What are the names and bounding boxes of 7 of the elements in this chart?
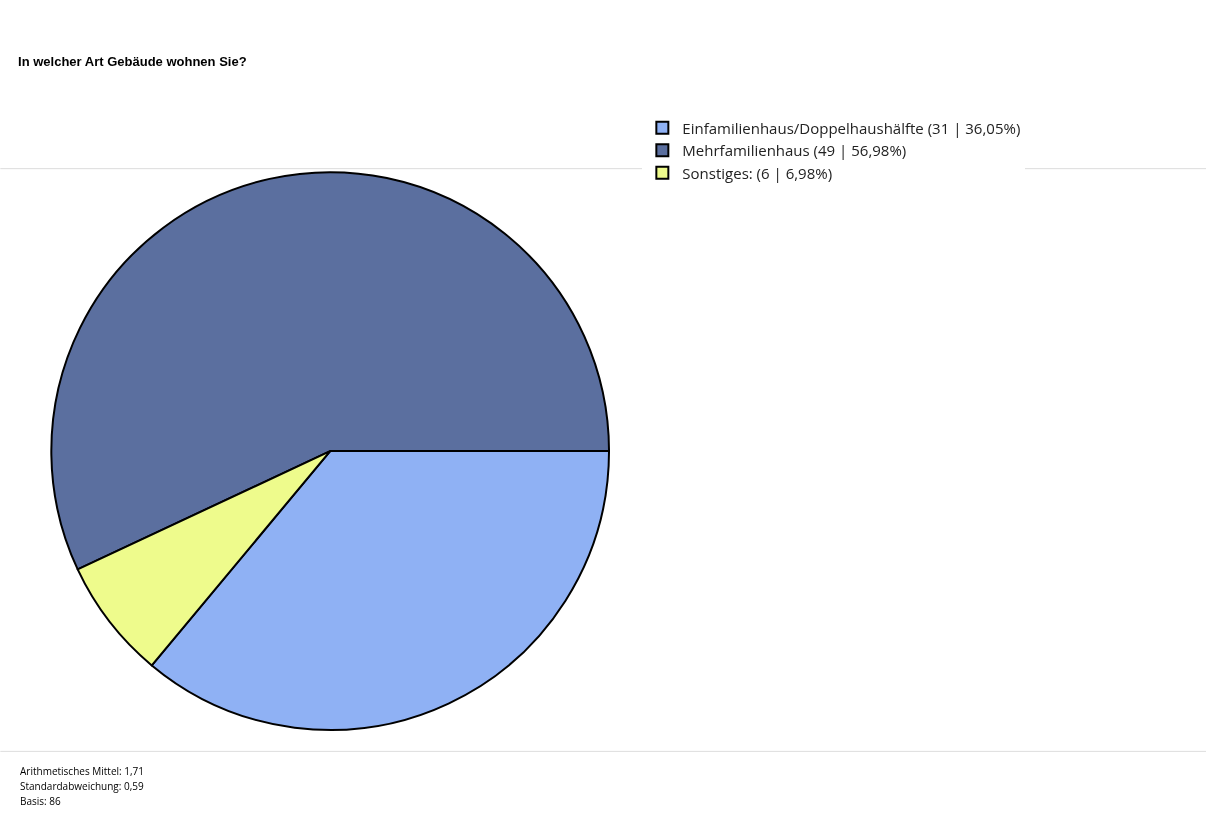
text: Standardabweichung: 0,59 (20, 779, 145, 793)
text: Basis: 86 (20, 794, 62, 808)
legend-label: Einfamilienhaus/Doppelhaushälfte (31 | 36,05%) (682, 117, 1021, 138)
legend-label: Mehrfamilienhaus (49 | 56,98%) (682, 140, 907, 161)
chart-title: In welcher Art Gebäude wohnen Sie? (18, 53, 247, 69)
text: Arithmetisches Mittel: 1,71 (20, 764, 145, 778)
legend-label: Sonstiges: (6 | 6,98%) (682, 162, 833, 183)
